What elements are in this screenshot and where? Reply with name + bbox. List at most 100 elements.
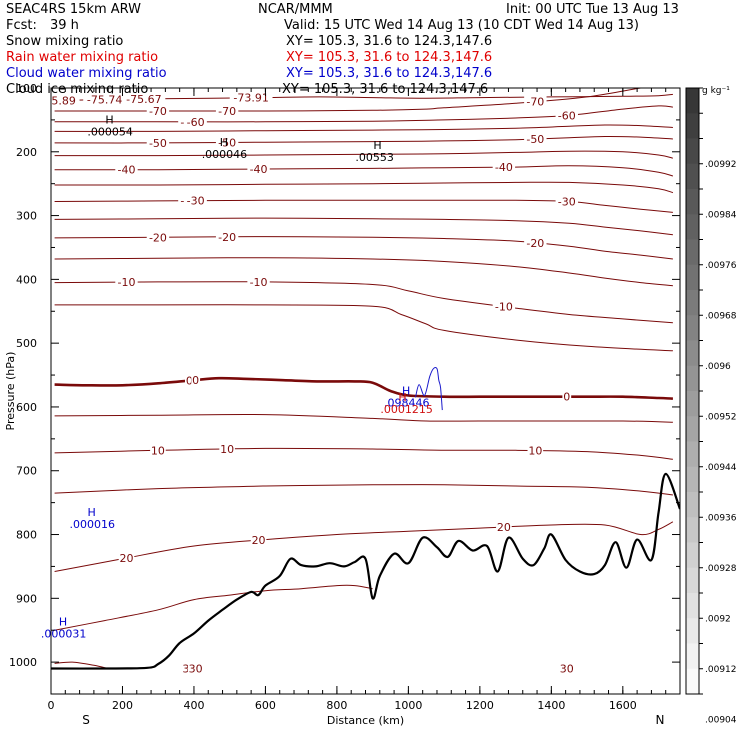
colorbar-label: .0092 bbox=[705, 614, 731, 624]
contour-label: -10 bbox=[495, 301, 513, 314]
contour-label: -50 bbox=[149, 137, 167, 150]
contour-label-bg bbox=[247, 163, 270, 176]
contour-label: 10 bbox=[151, 444, 165, 457]
y-tick-label: 200 bbox=[16, 146, 37, 159]
temperature-contour-20 bbox=[54, 521, 674, 572]
colorbar-swatch bbox=[686, 365, 699, 392]
plot-frame bbox=[50, 87, 681, 695]
colorbar-swatch bbox=[686, 113, 699, 139]
temperature-contour-0 bbox=[54, 376, 674, 400]
colorbar-label: .00952 bbox=[705, 412, 737, 422]
field-rain: Rain water mixing ratio bbox=[6, 50, 159, 65]
colorbar-label: .00976 bbox=[705, 261, 737, 271]
contour-label: -60 bbox=[558, 110, 576, 123]
high-marker-value: .000016 bbox=[69, 518, 115, 531]
y-tick-label: 100 bbox=[16, 82, 37, 95]
contour-label-bg bbox=[184, 374, 194, 387]
high-marker: H bbox=[220, 136, 228, 149]
contour-label-bg bbox=[219, 443, 235, 456]
x-tick-label: 600 bbox=[255, 699, 276, 712]
contour-label: -70 bbox=[526, 96, 544, 109]
high-marker-value: .00553 bbox=[355, 151, 394, 164]
contour-label: -50 bbox=[218, 136, 236, 149]
colorbar-swatch bbox=[686, 315, 699, 341]
temperature-contour-25 bbox=[54, 584, 373, 631]
y-tick-label: 800 bbox=[16, 529, 37, 542]
contour-label: 30 bbox=[560, 662, 574, 675]
contour-label: -73.91 bbox=[233, 92, 268, 105]
colorbar-label: .00992 bbox=[705, 160, 737, 170]
contour-label-bg bbox=[562, 390, 572, 403]
contour-label-bg bbox=[115, 276, 138, 289]
terrain-line bbox=[51, 472, 680, 670]
high-marker: H bbox=[105, 113, 113, 126]
temperature-contour--10 bbox=[54, 281, 673, 324]
colorbar-label: .00904 bbox=[705, 715, 737, 725]
colorbar-swatch bbox=[686, 517, 699, 543]
contour-label: 20 bbox=[497, 521, 511, 534]
y-tick-label: 300 bbox=[16, 210, 37, 223]
fcst-value: 39 h bbox=[50, 18, 79, 33]
contour-label: -70 bbox=[218, 105, 236, 118]
colorbar-swatch bbox=[686, 618, 699, 644]
colorbar-label: .0096 bbox=[705, 362, 731, 372]
contour-label: 20 bbox=[119, 552, 133, 565]
axes: 0 200 400 600 800 1000 1200 1400 160010020030040… bbox=[9, 82, 681, 712]
y-tick-label: 700 bbox=[16, 465, 37, 478]
contour-label: -40 bbox=[117, 164, 135, 177]
contour-label-bg bbox=[558, 662, 575, 675]
colorbar-label: .00912 bbox=[705, 665, 737, 675]
y-tick-label: 600 bbox=[16, 401, 37, 414]
colorbar-swatch bbox=[686, 138, 699, 165]
colorbar-label: .00944 bbox=[705, 463, 737, 473]
contour-label: -40 bbox=[495, 161, 513, 174]
high-marker: H bbox=[398, 391, 406, 404]
contour-label-bg bbox=[555, 109, 578, 122]
temperature-contour--50 bbox=[54, 135, 673, 144]
contour-label: -70 bbox=[149, 105, 167, 118]
colorbar-swatch bbox=[686, 340, 699, 367]
contour-label: -75.74 bbox=[87, 93, 122, 106]
temperature-contour--35 bbox=[54, 181, 674, 194]
contour-label-bg bbox=[122, 93, 166, 106]
colorbar-swatch bbox=[686, 593, 699, 619]
contour-label-bg bbox=[524, 95, 547, 108]
contour-label-bg bbox=[215, 136, 239, 149]
high-marker-value: .098446 bbox=[384, 397, 430, 410]
high-marker: H bbox=[59, 615, 67, 628]
temperature-contour-5 bbox=[54, 413, 673, 423]
field-cloud-ice-xy: XY= 105.3, 31.6 to 124.3,147.6 bbox=[282, 82, 489, 97]
contour-label: 0 bbox=[192, 374, 199, 387]
high-marker-value: .000054 bbox=[87, 125, 133, 138]
contour-label-bg bbox=[187, 662, 204, 675]
temperature-contour--55 bbox=[54, 124, 673, 132]
colorbar-swatch bbox=[686, 88, 699, 114]
contour-label-bg bbox=[215, 104, 239, 117]
model-title: SEAC4RS 15km ARW bbox=[6, 2, 142, 17]
temperature-contour--15 bbox=[54, 257, 673, 287]
x-tick-label: 1200 bbox=[466, 699, 494, 712]
contour-label-bg bbox=[118, 552, 135, 565]
colorbar-swatch bbox=[686, 668, 699, 695]
x-end-label-south: S bbox=[82, 713, 90, 727]
high-marker: H bbox=[373, 139, 381, 152]
contour-label-bg bbox=[150, 444, 166, 457]
temperature-contour--30 bbox=[54, 199, 673, 213]
temperature-contour-15 bbox=[54, 484, 673, 496]
contour-label: -75.67 bbox=[126, 93, 161, 106]
x-tick-label: 800 bbox=[326, 699, 347, 712]
contour-label-bg bbox=[191, 374, 201, 387]
x-tick-label: 200 bbox=[112, 699, 133, 712]
valid-time: Valid: 15 UTC Wed 14 Aug 13 (10 CDT Wed … bbox=[284, 18, 639, 33]
contour-label: 0 bbox=[186, 375, 193, 388]
contour-label: -20 bbox=[218, 231, 236, 244]
colorbar-unit: g kg⁻¹ bbox=[702, 86, 730, 96]
y-tick-label: 1000 bbox=[9, 656, 37, 669]
y-axis-label: Pressure (hPa) bbox=[4, 352, 17, 431]
temperature-contour--5 bbox=[54, 304, 673, 352]
org-title: NCAR/MMM bbox=[258, 2, 333, 17]
temperature-contour-10 bbox=[54, 447, 673, 460]
contour-label-bg bbox=[229, 91, 273, 104]
contour-label-bg bbox=[496, 521, 512, 534]
